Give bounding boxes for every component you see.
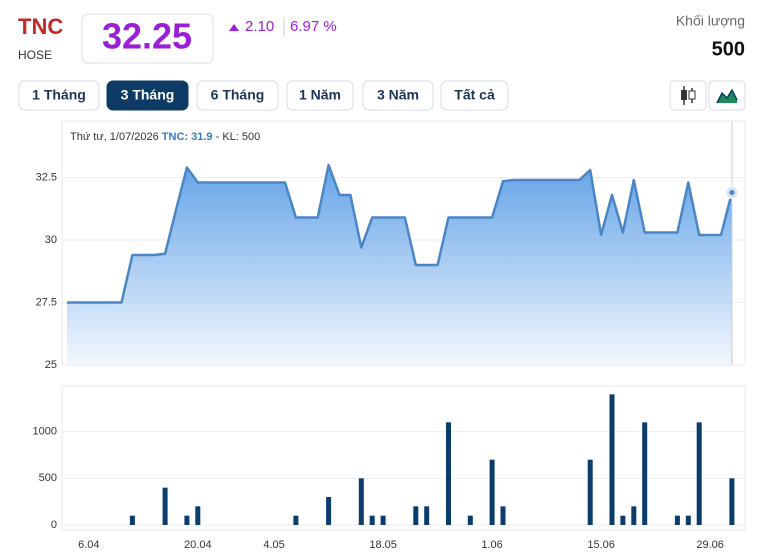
button-label[interactable]: 3 Tháng (121, 87, 175, 103)
x-tick-label: 20.04 (184, 539, 212, 551)
x-tick-label: 15.06 (587, 539, 615, 551)
volume-bar (489, 459, 495, 525)
volume-plot-frame (61, 385, 746, 531)
volume-bar (358, 478, 364, 525)
range-button[interactable]: 6 Tháng (196, 80, 279, 111)
volume-bar (326, 497, 332, 525)
y-tick-label: 27.5 (36, 296, 57, 308)
y-tick-label: 30 (45, 234, 57, 246)
area-icon-button[interactable] (708, 80, 746, 111)
y-tick-label: 32.5 (36, 171, 57, 183)
range-button[interactable]: 3 Tháng (106, 80, 189, 111)
up-arrow (229, 24, 239, 31)
range-button[interactable]: Tất cả (440, 80, 509, 111)
x-tick-label: 4.05 (263, 539, 284, 551)
symbol: TNC (18, 14, 63, 39)
x-tick-label: 29.06 (696, 539, 724, 551)
button-bg[interactable] (440, 80, 509, 111)
volume-bar (184, 515, 190, 525)
volume-bar (631, 506, 637, 525)
change: 2.10 (245, 18, 274, 35)
cursor-point-core (729, 190, 735, 195)
price-line (67, 163, 734, 304)
volume-bar (685, 515, 691, 525)
volume-bar (642, 422, 648, 525)
y-tick-label: 0 (51, 519, 57, 531)
volume-bar (696, 422, 702, 525)
volume-bar (609, 394, 615, 525)
volume-bar (424, 506, 430, 525)
tooltip-symbol: TNC: (162, 131, 188, 143)
volume-bar (413, 506, 419, 525)
button-label[interactable]: 3 Năm (377, 87, 419, 103)
volume-bar (369, 515, 375, 525)
volume-bar (293, 515, 299, 525)
button-label[interactable]: 1 Năm (299, 87, 341, 103)
exchange: HOSE (18, 48, 52, 62)
button-label[interactable]: 6 Tháng (211, 87, 265, 103)
x-tick-label: 18.05 (369, 539, 397, 551)
tooltip-price: 31.9 (191, 131, 212, 143)
volume-bar (620, 515, 626, 525)
volume-bar (500, 506, 506, 525)
volume-bar (674, 515, 680, 525)
tooltip-date: Thứ tư, 1/07/2026 (70, 131, 159, 143)
button-bg[interactable] (286, 80, 354, 111)
y-tick-label: 25 (45, 359, 57, 371)
volume-bar (467, 515, 473, 525)
button-bg[interactable] (106, 80, 189, 111)
tooltip-volume: - KL: 500 (216, 131, 261, 143)
range-buttons: 1 Tháng 3 Tháng 6 Tháng 1 Năm 3 Năm Tất cả (18, 80, 509, 111)
volume-label: Khối lượng (676, 13, 745, 29)
x-tick-label: 6.04 (78, 539, 99, 551)
button-bg[interactable] (362, 80, 434, 111)
range-button[interactable]: 3 Năm (362, 80, 434, 111)
volume-bar (729, 478, 735, 525)
price-box (81, 13, 214, 64)
volume-bar (195, 506, 201, 525)
button-bg[interactable] (196, 80, 279, 111)
price-area (67, 165, 732, 365)
button-label[interactable]: Tất cả (454, 87, 495, 103)
button-label[interactable]: 1 Tháng (32, 87, 86, 103)
volume: 500 (712, 38, 745, 60)
volume-bar (129, 515, 135, 525)
range-button[interactable]: 1 Tháng (18, 80, 100, 111)
volume-bar (587, 459, 593, 525)
change-percent: 6.97 % (290, 18, 337, 35)
candle-icon-button[interactable] (669, 80, 707, 111)
button-bg[interactable] (18, 80, 100, 111)
volume-bar (380, 515, 386, 525)
y-tick-label: 1000 (33, 426, 57, 438)
x-tick-label: 1.06 (481, 539, 502, 551)
volume-bar (446, 422, 451, 525)
price: 32.25 (102, 16, 192, 57)
tooltip: Thứ tư, 1/07/2026 TNC: 31.9 - KL: 500 (70, 131, 260, 143)
y-tick-label: 500 (39, 472, 57, 484)
volume-bar (162, 487, 168, 525)
range-button[interactable]: 1 Năm (286, 80, 354, 111)
